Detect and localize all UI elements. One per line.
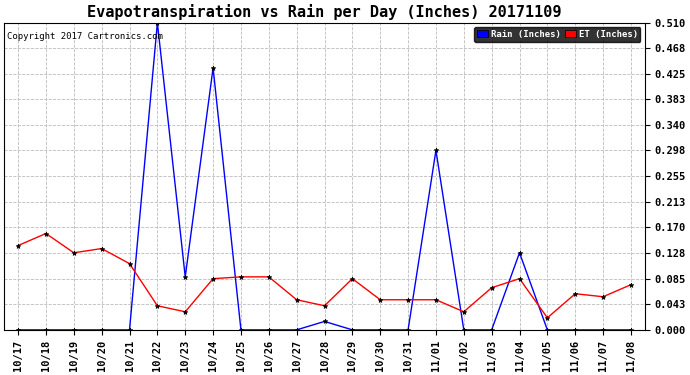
Title: Evapotranspiration vs Rain per Day (Inches) 20171109: Evapotranspiration vs Rain per Day (Inch… (87, 4, 562, 20)
Text: Copyright 2017 Cartronics.com: Copyright 2017 Cartronics.com (8, 32, 164, 41)
Legend: Rain (Inches), ET (Inches): Rain (Inches), ET (Inches) (474, 27, 640, 42)
